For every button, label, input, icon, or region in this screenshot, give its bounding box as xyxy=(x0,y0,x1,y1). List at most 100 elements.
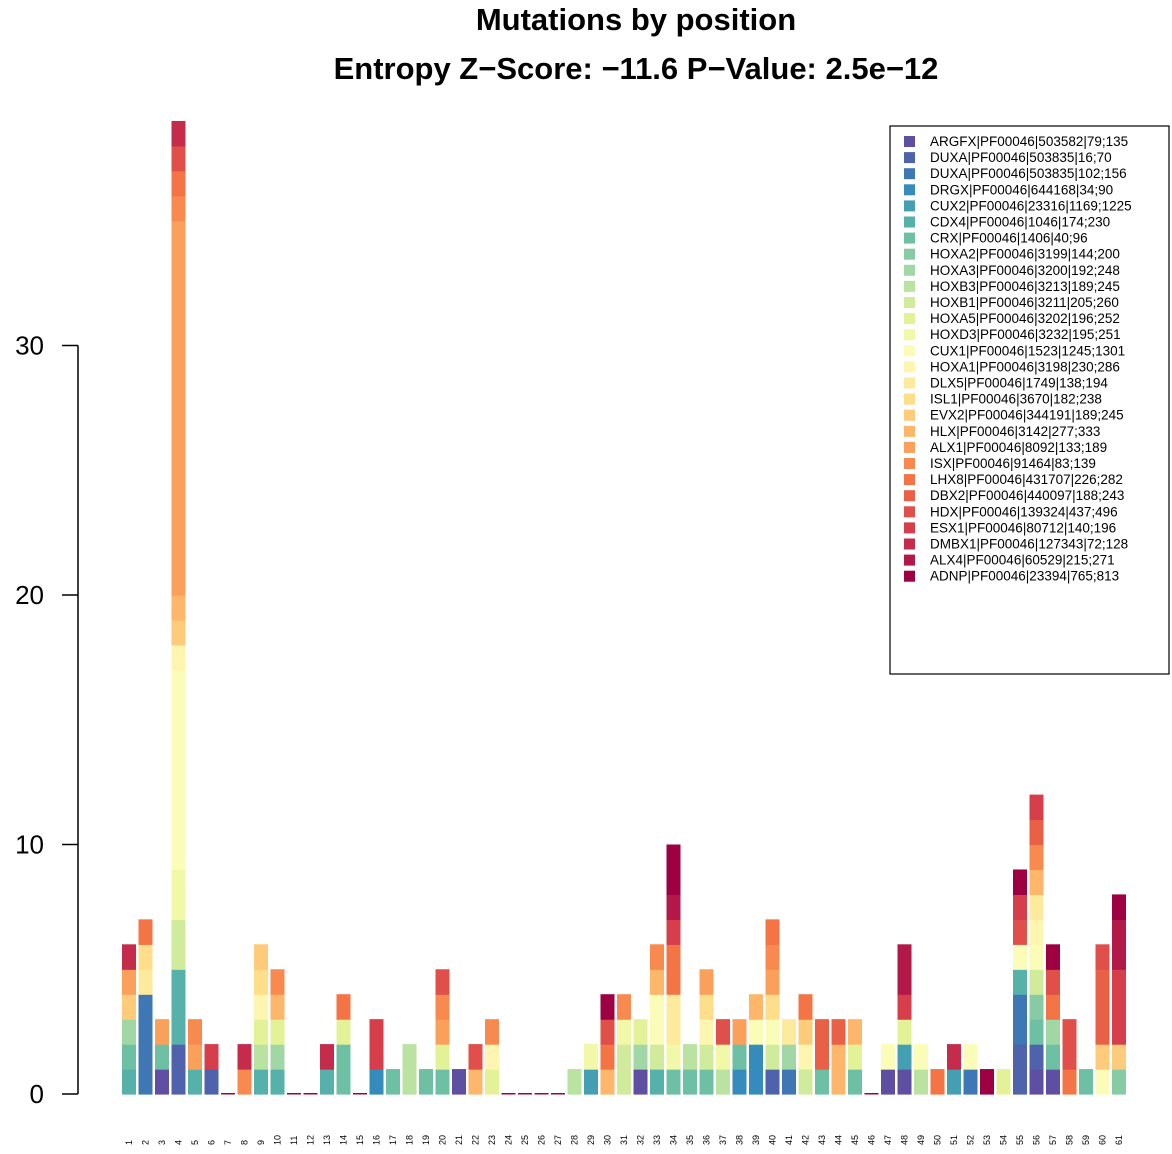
bar-segment xyxy=(1029,944,1044,970)
legend-label: HOXA5|PF00046|3202|196;252 xyxy=(930,311,1120,326)
bar-stack xyxy=(584,1044,598,1095)
bar-segment xyxy=(204,1069,219,1095)
y-axis: 0 10 20 30 xyxy=(15,331,79,1109)
x-tick-label: 50 xyxy=(933,1135,943,1145)
bar-segment xyxy=(122,944,136,970)
legend-item: DMBX1|PF00046|127343|72;128 xyxy=(904,537,1128,552)
legend-swatch xyxy=(904,441,915,453)
legend-swatch xyxy=(904,216,915,228)
legend-item: DBX2|PF00046|440097|188;243 xyxy=(904,488,1124,503)
bar-segment xyxy=(1046,1019,1060,1045)
bar-stack xyxy=(633,1019,648,1095)
legend-swatch xyxy=(904,458,915,469)
bar-stack xyxy=(353,1093,367,1095)
y-tick-label: 0 xyxy=(30,1079,44,1109)
bar-stack xyxy=(204,1044,219,1095)
bar-segment xyxy=(567,1069,582,1095)
bar-stack xyxy=(683,1044,697,1095)
bar-segment xyxy=(1029,869,1044,895)
bar-segment xyxy=(138,1019,153,1045)
bar-segment xyxy=(171,445,186,471)
legend-label: DLX5|PF00046|1749|138;194 xyxy=(930,376,1108,391)
x-tick-label: 27 xyxy=(553,1135,563,1145)
bar-stack xyxy=(138,919,153,1095)
bar-segment xyxy=(798,1069,813,1095)
bar-segment xyxy=(848,1044,862,1070)
bar-stack xyxy=(402,1044,417,1095)
legend-swatch xyxy=(904,377,915,389)
bar-stack xyxy=(914,1044,928,1095)
bar-segment xyxy=(1046,1044,1060,1070)
legend-swatch xyxy=(904,248,915,260)
x-tick-label: 6 xyxy=(207,1140,217,1145)
bar-segment xyxy=(765,969,780,995)
bar-segment xyxy=(254,1044,268,1070)
bar-segment xyxy=(171,370,186,396)
x-tick-label: 1 xyxy=(124,1140,134,1145)
bar-segment xyxy=(1112,919,1126,945)
legend-box xyxy=(889,125,1170,675)
bar-segment xyxy=(732,1019,747,1045)
legend-label: HOXA2|PF00046|3199|144;200 xyxy=(930,247,1120,262)
bar-segment xyxy=(254,994,268,1020)
bar-segment xyxy=(914,1044,928,1070)
legend-item: ESX1|PF00046|80712|140;196 xyxy=(904,520,1116,535)
legend-label: HLX|PF00046|3142|277;333 xyxy=(930,424,1100,439)
bar-segment xyxy=(716,1019,730,1045)
bar-segment xyxy=(930,1069,945,1095)
legend-label: DUXA|PF00046|503835|16;70 xyxy=(930,150,1112,165)
bar-segment xyxy=(716,1044,730,1070)
bar-segment xyxy=(1013,894,1027,920)
bar-segment xyxy=(237,1044,252,1070)
bar-segment xyxy=(1112,1044,1126,1070)
bar-segment xyxy=(122,994,136,1020)
bar-segment xyxy=(584,1044,598,1070)
x-tick-label: 5 xyxy=(190,1140,200,1145)
bar-segment xyxy=(1013,969,1027,995)
bar-segment xyxy=(320,1069,334,1095)
bar-segment xyxy=(386,1069,400,1095)
bar-stack xyxy=(254,944,268,1095)
bar-segment xyxy=(666,894,681,920)
bar-segment xyxy=(600,1069,615,1095)
bar-segment xyxy=(485,1069,499,1095)
bar-segment xyxy=(1013,1044,1027,1070)
bar-stack xyxy=(386,1069,400,1095)
bar-segment xyxy=(633,1044,648,1070)
bar-segment xyxy=(1112,894,1126,920)
bar-segment xyxy=(435,1044,450,1070)
bar-segment xyxy=(171,669,186,696)
bar-segment xyxy=(1095,994,1110,1020)
bar-segment xyxy=(155,1069,169,1095)
legend-item: ISL1|PF00046|3670|182;238 xyxy=(904,392,1102,407)
bar-segment xyxy=(155,1044,169,1070)
x-tick-label: 24 xyxy=(504,1135,514,1145)
legend-label: EVX2|PF00046|344191|189;245 xyxy=(930,408,1124,423)
legend-item: ISX|PF00046|91464|83;139 xyxy=(904,456,1096,471)
bar-segment xyxy=(897,969,912,995)
legend-item: HOXA2|PF00046|3199|144;200 xyxy=(904,247,1120,262)
bar-segment xyxy=(171,994,186,1020)
bar-stack xyxy=(699,969,714,1095)
bar-segment xyxy=(782,1019,796,1045)
bar-stack xyxy=(270,969,285,1095)
legend-item: HLX|PF00046|3142|277;333 xyxy=(904,424,1100,439)
x-tick-label: 15 xyxy=(355,1135,365,1145)
x-tick-label: 39 xyxy=(751,1135,761,1145)
legend-label: ESX1|PF00046|80712|140;196 xyxy=(930,520,1116,535)
bar-stack xyxy=(188,1019,202,1095)
bar-stack xyxy=(897,944,912,1095)
legend-label: ISX|PF00046|91464|83;139 xyxy=(930,456,1096,471)
bar-stack xyxy=(303,1093,318,1095)
bar-segment xyxy=(633,1069,648,1095)
legend-label: ISL1|PF00046|3670|182;238 xyxy=(930,392,1102,407)
bar-segment xyxy=(171,245,186,272)
legend-label: DBX2|PF00046|440097|188;243 xyxy=(930,488,1124,503)
bar-segment xyxy=(188,1069,202,1095)
bar-segment xyxy=(897,1019,912,1045)
bar-segment xyxy=(749,1019,763,1045)
bar-segment xyxy=(1029,1069,1044,1095)
bar-stack xyxy=(221,1093,235,1095)
bar-stack xyxy=(320,1044,334,1095)
bar-segment xyxy=(171,395,186,421)
